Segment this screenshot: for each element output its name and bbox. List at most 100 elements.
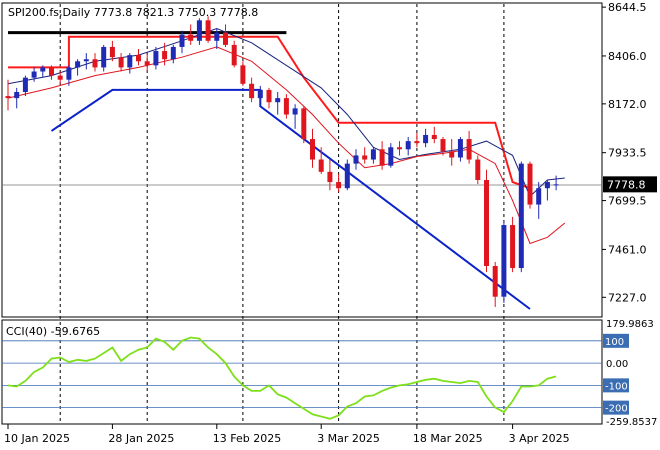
- candle-bull: [170, 46, 176, 60]
- candle-bull: [14, 91, 20, 99]
- candle-bull: [536, 188, 542, 205]
- price-tick-label: 8172.0: [608, 98, 647, 111]
- candle-bull: [388, 147, 394, 166]
- time-tick-label: 28 Jan 2025: [108, 432, 174, 445]
- price-tick-label: 8406.0: [608, 50, 647, 63]
- candle-bull: [370, 149, 376, 160]
- candle-bear: [466, 139, 472, 160]
- price-tick-label: 8644.5: [608, 1, 647, 14]
- cci-tick-label: 100: [605, 337, 624, 348]
- time-tick-label: 10 Jan 2025: [4, 432, 70, 445]
- cci-label: CCI(40) -59.6765: [6, 325, 100, 338]
- stop-line-red: [8, 35, 531, 190]
- candle-bull: [75, 61, 81, 68]
- current-price-label: 7778.8: [607, 178, 646, 191]
- candle-bear: [379, 149, 385, 166]
- candle-bull: [423, 134, 429, 144]
- candle-bear: [144, 61, 150, 66]
- time-tick-label: 18 Mar 2025: [413, 432, 483, 445]
- candle-bear: [188, 34, 194, 41]
- candle-bull: [353, 155, 359, 164]
- candle-bear: [440, 139, 446, 152]
- candle-bear: [109, 46, 115, 58]
- candle-bear: [223, 32, 228, 45]
- cci-level-tag: [603, 378, 629, 393]
- vertical-dividers: [59, 4, 505, 423]
- candle-bear: [283, 98, 289, 115]
- candle-bull: [22, 77, 28, 92]
- candle-bull: [127, 55, 133, 68]
- cci-axis: 179.9863 100 0.00 -100 -200 -259.8537: [603, 319, 657, 428]
- price-tick-label: 7227.0: [608, 291, 647, 304]
- candle-bear: [318, 159, 324, 172]
- time-tick-label: 3 Apr 2025: [509, 432, 570, 445]
- candle-bull: [31, 71, 37, 78]
- candle-bear: [510, 225, 516, 269]
- candle-bull: [544, 182, 550, 189]
- candle-bear: [492, 265, 498, 297]
- current-price-tag: [603, 176, 657, 193]
- cci-tick-label: 0.00: [606, 359, 628, 370]
- candle-bull: [66, 67, 72, 80]
- candle-bull: [405, 141, 411, 150]
- candle-bear: [240, 65, 246, 84]
- candle-bear: [327, 171, 333, 183]
- candle-bull: [501, 225, 507, 297]
- cci-pane-frame: [1, 319, 603, 425]
- time-tick-label: 3 Mar 2025: [317, 432, 380, 445]
- candle-bear: [527, 163, 533, 205]
- candle-bull: [457, 139, 463, 158]
- cci-series: [7, 336, 557, 420]
- candle-bear: [362, 155, 368, 160]
- price-tick-label: 7933.5: [608, 147, 647, 160]
- candle-bull: [153, 51, 159, 66]
- candle-bear: [249, 83, 255, 99]
- candle-bear: [301, 108, 307, 140]
- candle-bull: [83, 59, 89, 62]
- candle-bull: [292, 108, 298, 115]
- candle-bear: [118, 57, 124, 68]
- candle-bull: [196, 20, 202, 41]
- candle-bear: [266, 89, 272, 103]
- candle-bear: [136, 55, 141, 62]
- candle-bull: [40, 67, 46, 72]
- cci-level-tag: [603, 333, 629, 348]
- time-tick-label: 13 Feb 2025: [213, 432, 281, 445]
- candle-bull: [518, 163, 524, 269]
- price-axis: 8644.5 8406.0 8172.0 7933.5 7699.5 7461.0 7227…: [602, 1, 657, 304]
- cci-level-tag: [603, 400, 629, 415]
- candle-bear: [92, 59, 98, 68]
- candle-bear: [475, 159, 481, 181]
- candle-bull: [179, 34, 185, 47]
- candle-bear: [431, 134, 437, 140]
- candle-bear: [310, 139, 315, 160]
- price-tick-label: 7461.0: [608, 243, 647, 256]
- candle-bear: [414, 141, 420, 144]
- candle-bear: [205, 20, 211, 41]
- cci-tick-label: -259.8537: [606, 417, 657, 428]
- candle-bear: [162, 51, 168, 60]
- candle-bear: [5, 96, 11, 99]
- candle-bull: [553, 184, 559, 186]
- candle-bear: [449, 151, 455, 158]
- cci-tick-label: -200: [605, 404, 628, 415]
- candles: [5, 16, 559, 307]
- candle-bull: [275, 98, 281, 103]
- price-tick-label: 7699.5: [608, 195, 647, 208]
- candle-bear: [484, 180, 489, 266]
- candle-bear: [336, 182, 342, 189]
- candle-bear: [397, 147, 402, 150]
- price-pane-frame: [1, 2, 603, 318]
- cci-tick-label: 179.9863: [606, 319, 654, 330]
- cci-tick-label: -100: [605, 381, 628, 392]
- candle-bull: [101, 46, 107, 68]
- symbol-header: SPI200.fs,Daily 7773.8 7821.3 7750.3 777…: [8, 6, 258, 19]
- candle-bull: [257, 89, 263, 99]
- cci-line: [7, 336, 557, 420]
- fast-ma-line: [7, 46, 566, 245]
- candle-bear: [231, 44, 237, 66]
- candle-bull: [344, 163, 350, 189]
- candle-bear: [49, 67, 54, 76]
